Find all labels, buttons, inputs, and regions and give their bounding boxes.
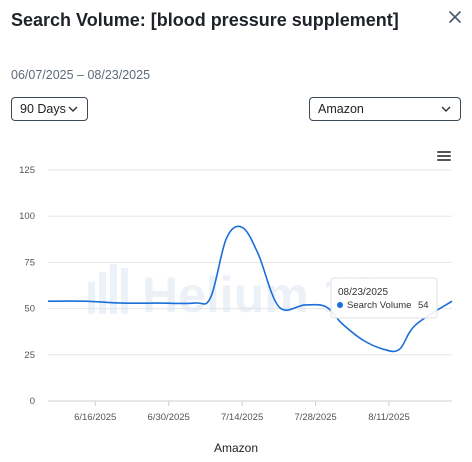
close-icon[interactable] bbox=[449, 11, 461, 23]
x-tick-label: 7/28/2025 bbox=[294, 412, 336, 423]
chart-menu-button[interactable] bbox=[437, 151, 451, 163]
tooltip-value: 54 bbox=[418, 300, 429, 311]
date-range: 06/07/2025 – 08/23/2025 bbox=[11, 68, 151, 82]
tooltip-date: 08/23/2025 bbox=[338, 287, 388, 298]
close-button[interactable] bbox=[446, 8, 464, 26]
y-tick-label: 75 bbox=[24, 257, 35, 268]
x-tick-label: 7/14/2025 bbox=[221, 412, 263, 423]
x-tick-label: 6/16/2025 bbox=[74, 412, 116, 423]
y-tick-label: 0 bbox=[30, 396, 35, 407]
x-axis-title: Amazon bbox=[214, 441, 258, 455]
chevron-down-icon bbox=[67, 103, 79, 115]
market-select-value: Amazon bbox=[318, 102, 364, 116]
market-select[interactable]: Amazon bbox=[309, 97, 461, 121]
tooltip: 08/23/2025 Search Volume 54 bbox=[330, 277, 438, 319]
y-tick-label: 125 bbox=[19, 165, 35, 176]
y-tick-label: 50 bbox=[24, 304, 35, 315]
tooltip-series-marker bbox=[337, 302, 343, 308]
y-tick-label: 25 bbox=[24, 350, 35, 361]
y-tick-label: 100 bbox=[19, 211, 35, 222]
chevron-down-icon bbox=[440, 103, 452, 115]
series-line-search-volume bbox=[47, 225, 453, 353]
period-select[interactable]: 90 Days bbox=[11, 97, 88, 121]
tooltip-series-name: Search Volume bbox=[347, 300, 411, 311]
hamburger-menu-icon bbox=[437, 151, 451, 153]
dialog-title: Search Volume: [blood pressure supplemen… bbox=[11, 10, 399, 30]
x-tick-label: 8/11/2025 bbox=[368, 412, 410, 423]
x-tick-label: 6/30/2025 bbox=[148, 412, 190, 423]
period-select-value: 90 Days bbox=[20, 102, 66, 116]
